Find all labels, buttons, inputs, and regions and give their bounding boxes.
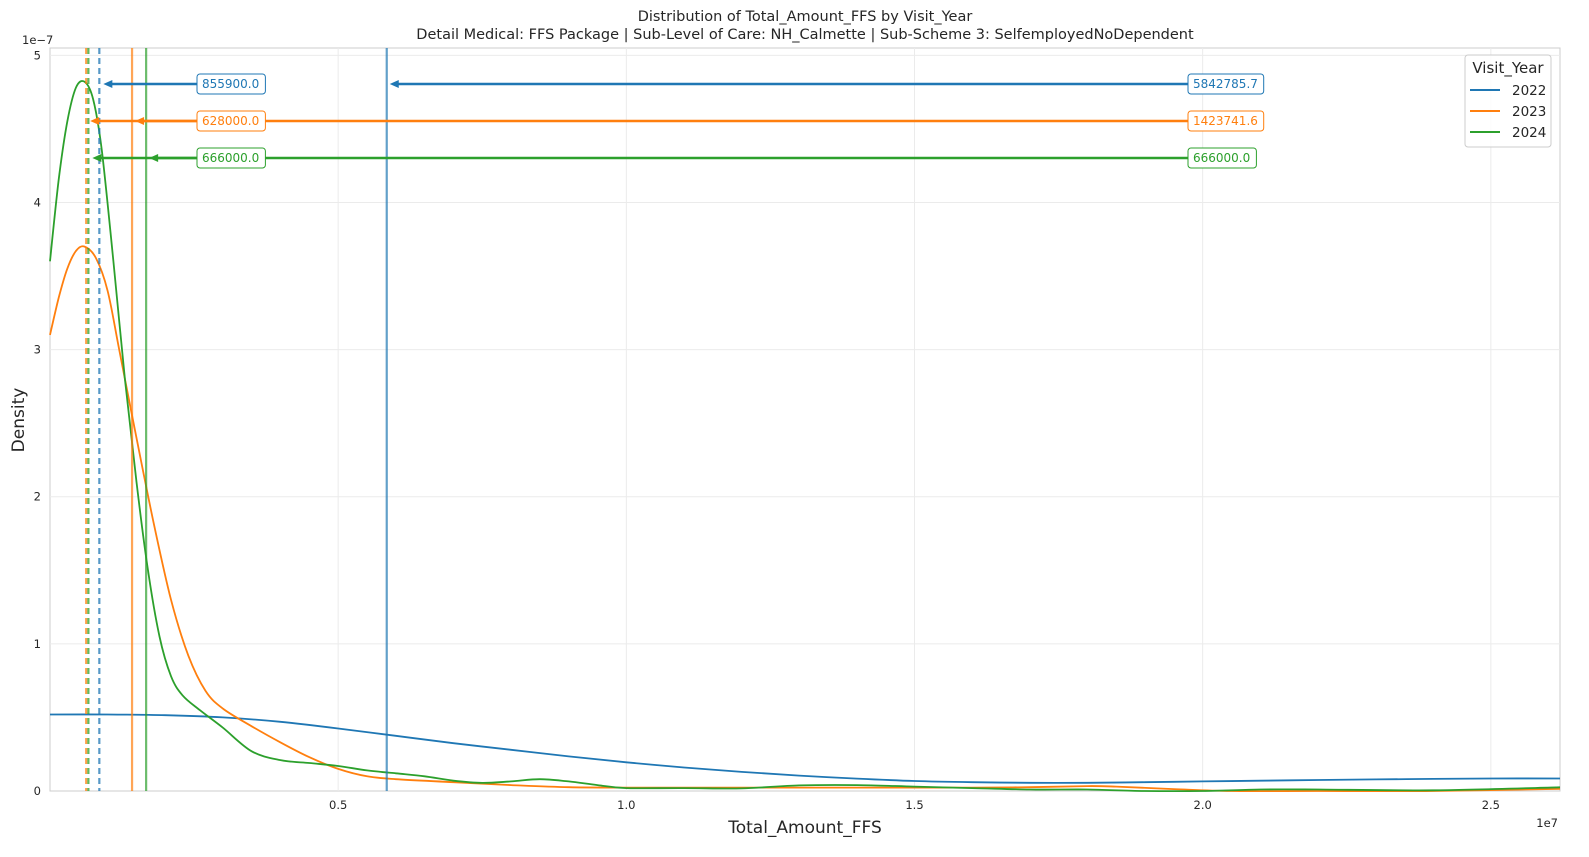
x-tick-label: 1.0 [617,798,635,812]
series-lines [49,80,1561,793]
legend-label-2024: 2024 [1512,125,1546,141]
x-axis-title: Total_Amount_FFS [727,818,882,838]
legend: Visit_Year 2022 2023 2024 [1464,54,1552,148]
median-arrow-2022-head [103,80,113,88]
legend-label-2023: 2023 [1512,104,1546,120]
y-axis-title: Density [9,388,29,453]
x-tick-label: 1.5 [905,798,923,812]
legend-title: Visit_Year [1472,59,1544,78]
stat-lines [85,48,388,791]
mean-annotation-2022-box [1187,73,1265,95]
median-annotation-2023-box [196,110,266,132]
mean-annotation-2022-text: 5842785.7 [1193,77,1258,91]
mean-annotation-2023-text: 1423741.6 [1193,114,1258,128]
y-tick-label: 1 [34,637,41,651]
density-line-2023 [49,245,1561,793]
y-tick-label: 3 [34,343,41,357]
y-tick-label: 4 [34,195,41,209]
mean-annotation-2024-box [1187,147,1257,169]
median-annotation-2022-box [196,73,266,95]
median-arrow-2023-head [90,117,100,125]
mean-annotation-2023: 1423741.6 [1187,110,1265,132]
mean-annotation-2022: 5842785.7 [1187,73,1265,95]
chart-title: Distribution of Total_Amount_FFS by Visi… [638,9,973,25]
median-arrow-2024-head [92,154,102,162]
y-tick-label: 2 [34,490,41,504]
y-axis-ticks: 0 1 2 3 4 5 [34,48,41,798]
median-annotation-2024-text: 666000.0 [202,151,259,165]
chart-subtitle: Detail Medical: FFS Package | Sub-Level … [416,27,1194,43]
y-tick-label: 5 [34,48,41,62]
median-annotation-2024: 666000.0 [196,147,266,169]
x-tick-label: 2.5 [1482,798,1500,812]
median-annotation-2022-text: 855900.0 [202,77,259,91]
y-tick-label: 0 [34,784,41,798]
x-axis-ticks: 0.5 1.0 1.5 2.0 2.5 [329,798,1500,812]
legend-label-2022: 2022 [1512,83,1546,99]
x-axis-multiplier: 1e7 [1536,816,1558,830]
mean-annotation-2024-text: 666000.0 [1193,151,1250,165]
x-tick-label: 2.0 [1194,798,1212,812]
median-annotation-2022: 855900.0 [196,73,266,95]
median-annotation-2023-text: 628000.0 [202,114,259,128]
grid [50,48,1560,791]
plot-area [49,47,1561,792]
median-annotation-2024-box [196,147,266,169]
median-annotation-2023: 628000.0 [196,110,266,132]
density-line-2022 [49,713,1561,784]
mean-annotation-2023-box [1187,110,1265,132]
annotations: 855900.0 5842785.7 628000.0 1423741.6 666000… [90,73,1265,169]
x-tick-label: 0.5 [329,798,347,812]
y-axis-multiplier: 1e−7 [22,33,53,47]
legend-box [1464,54,1552,148]
mean-arrow-2022-head [389,80,399,88]
density-line-2024 [49,80,1561,793]
mean-annotation-2024: 666000.0 [1187,147,1257,169]
